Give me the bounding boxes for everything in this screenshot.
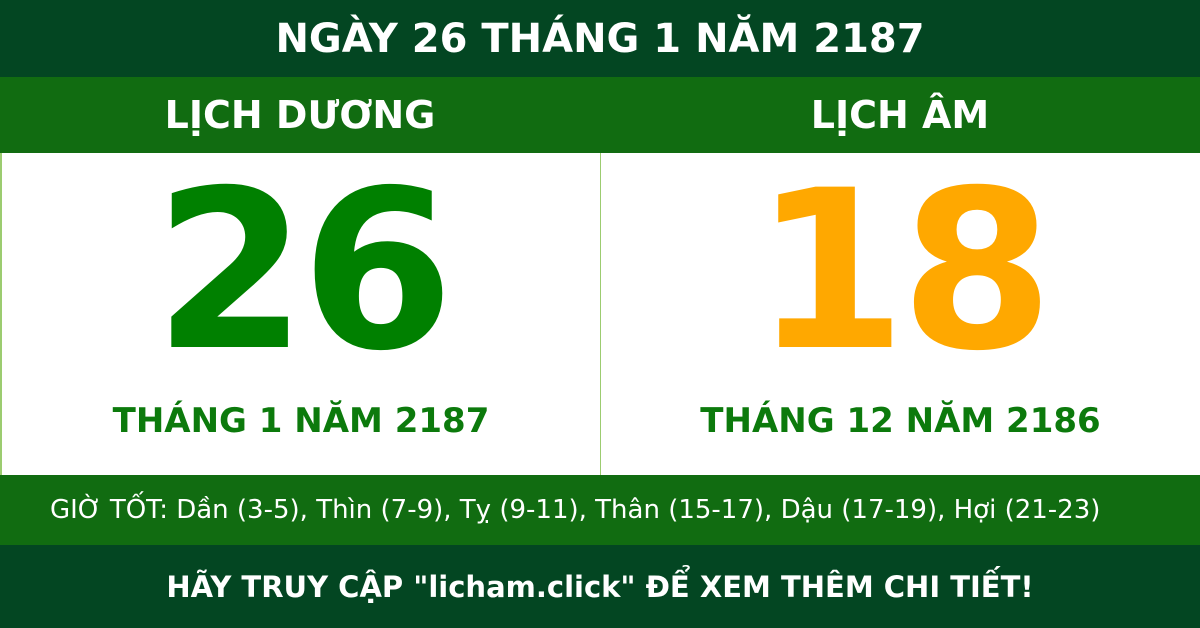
calendar-headers: LỊCH DƯƠNG LỊCH ÂM <box>0 77 1200 153</box>
good-hours: GIỜ TỐT: Dần (3-5), Thìn (7-9), Tỵ (9-11… <box>0 475 1200 545</box>
lunar-header: LỊCH ÂM <box>810 93 990 137</box>
footer-cta: HÃY TRUY CẬP "licham.click" ĐỂ XEM THÊM … <box>0 545 1200 628</box>
lunar-panel: 18 THÁNG 12 NĂM 2186 <box>600 153 1200 475</box>
page-title: NGÀY 26 THÁNG 1 NĂM 2187 <box>0 0 1200 77</box>
solar-panel: 26 THÁNG 1 NĂM 2187 <box>0 153 600 475</box>
solar-day: 26 <box>153 143 454 399</box>
lunar-month-year: THÁNG 12 NĂM 2186 <box>700 401 1101 441</box>
solar-month-year: THÁNG 1 NĂM 2187 <box>112 401 490 441</box>
lunar-day: 18 <box>753 143 1053 399</box>
solar-header: LỊCH DƯƠNG <box>164 93 436 137</box>
